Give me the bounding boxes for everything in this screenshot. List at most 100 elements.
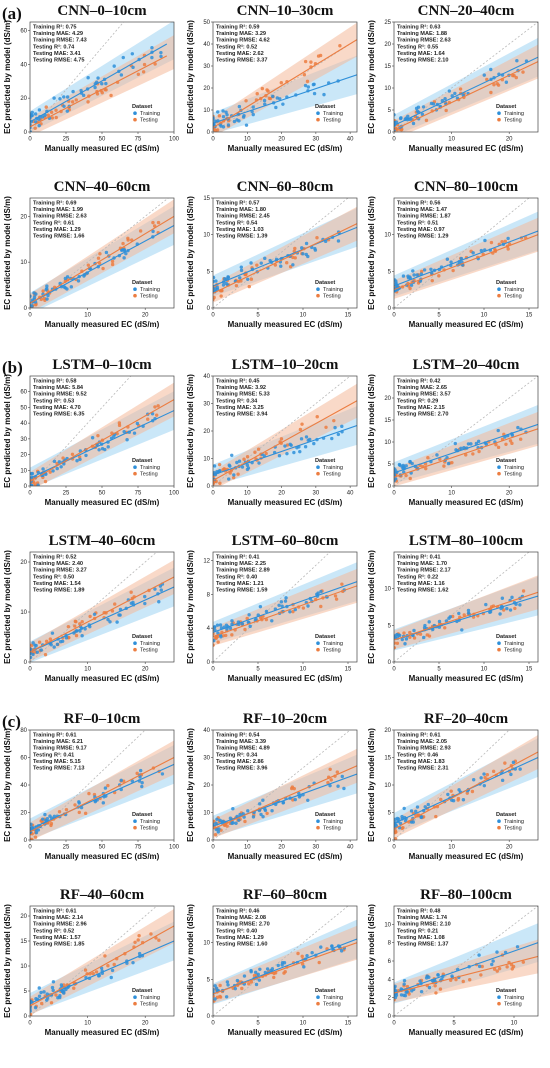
training-point <box>448 615 452 619</box>
training-point <box>420 112 425 117</box>
x-tick-label: 15 <box>345 667 352 673</box>
training-point <box>251 815 256 819</box>
x-tick-label: 0 <box>211 667 215 673</box>
training-point <box>213 997 217 1001</box>
training-fit-line <box>213 938 357 995</box>
training-point <box>86 75 90 80</box>
y-tick-label: 4 <box>388 977 392 983</box>
training-point <box>311 82 316 87</box>
metric-text: Training RMSE: 2.63 <box>33 214 87 220</box>
x-axis-label: Manually measured EC (dS/m) <box>44 498 160 507</box>
legend-title: Dataset <box>132 104 152 110</box>
training-point <box>394 817 397 822</box>
training-point <box>106 617 110 622</box>
training-point <box>249 968 253 973</box>
testing-point <box>243 627 247 632</box>
testing-point <box>302 73 307 77</box>
training-point <box>239 268 244 273</box>
testing-fit-line <box>30 55 168 128</box>
training-point <box>157 600 161 604</box>
metric-text: Training RMSE: 2.96 <box>33 922 87 928</box>
training-point <box>59 983 64 987</box>
training-point <box>471 251 475 255</box>
y-tick-label: 8 <box>388 941 392 947</box>
x-tick-label: 40 <box>347 491 354 497</box>
x-tick-label: 10 <box>511 1021 518 1027</box>
metric-text: Training R²: 0.41 <box>397 554 441 561</box>
y-tick-label: 10 <box>203 457 210 463</box>
testing-point <box>247 284 251 289</box>
metric-text: Training RMSE: 9.52 <box>33 392 87 398</box>
testing-point <box>126 236 130 240</box>
training-point <box>56 996 60 1000</box>
testing-point <box>449 789 453 793</box>
testing-point <box>404 473 408 478</box>
metric-text: Testing R²: 0.34 <box>216 397 258 404</box>
training-point <box>122 429 126 434</box>
y-tick-label: 0 <box>207 1014 211 1020</box>
training-point <box>262 98 267 103</box>
training-point <box>496 428 500 433</box>
testing-point <box>400 826 404 831</box>
testing-point <box>86 100 90 104</box>
testing-point <box>153 62 157 66</box>
training-fit-line <box>394 56 538 126</box>
training-point <box>500 778 505 783</box>
x-tick-label: 30 <box>313 491 320 497</box>
training-point <box>45 297 49 301</box>
identity-line <box>213 552 331 662</box>
training-point <box>342 786 346 791</box>
testing-point <box>513 606 517 611</box>
testing-point <box>73 803 77 807</box>
training-point <box>30 130 33 132</box>
training-point <box>216 631 220 635</box>
y-tick-label: 5 <box>388 108 392 114</box>
training-point <box>81 93 86 98</box>
x-tick-label: 10 <box>244 845 251 851</box>
training-point <box>45 998 49 1002</box>
testing-point <box>217 114 222 118</box>
testing-confidence-band <box>394 44 538 132</box>
metric-text: Training R²: 0.61 <box>397 732 441 739</box>
training-point <box>301 252 305 256</box>
testing-confidence-band <box>394 939 538 1003</box>
testing-point <box>521 960 526 964</box>
y-tick-label: 10 <box>384 440 391 446</box>
training-point <box>461 798 466 802</box>
testing-point <box>340 582 344 586</box>
training-point <box>257 461 261 465</box>
training-point <box>484 602 488 607</box>
training-point <box>422 625 427 630</box>
training-point <box>246 620 251 625</box>
testing-point <box>424 466 428 471</box>
training-point <box>218 469 222 473</box>
training-point <box>150 46 154 50</box>
testing-point <box>96 256 101 260</box>
testing-point <box>43 479 48 484</box>
training-point <box>450 94 454 98</box>
x-tick-label: 0 <box>392 1021 396 1027</box>
training-point <box>31 641 35 645</box>
training-point <box>151 229 155 234</box>
metric-text: Training RMSE: 1.87 <box>397 214 451 220</box>
y-tick-label: 10 <box>203 811 210 817</box>
metric-text: Training MAE: 2.65 <box>397 385 447 391</box>
training-point <box>58 97 62 101</box>
training-point <box>223 277 227 281</box>
training-point <box>49 643 53 647</box>
testing-fit-line <box>394 591 538 641</box>
training-point <box>235 978 240 983</box>
training-point <box>51 469 55 473</box>
testing-point <box>137 933 141 938</box>
metric-text: Training R²: 0.58 <box>33 378 77 385</box>
testing-point <box>491 769 496 774</box>
testing-point <box>503 239 507 243</box>
testing-fit-line <box>30 576 174 653</box>
training-point <box>37 986 41 990</box>
training-point <box>491 959 495 963</box>
metric-text: Testing RMSE: 7.13 <box>33 766 85 772</box>
testing-point <box>87 791 91 796</box>
x-axis-label: Manually measured EC (dS/m) <box>408 320 524 329</box>
